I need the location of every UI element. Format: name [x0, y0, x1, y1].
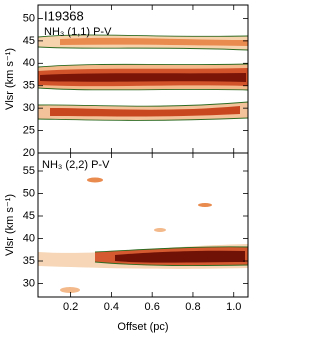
emission-bottom: [38, 177, 248, 293]
y-tick-label: 30: [23, 102, 35, 114]
source-label: I19368: [44, 8, 84, 23]
x-tick-label: 0.2: [63, 301, 78, 313]
y-tick-label: 40: [23, 232, 35, 244]
y-axis-label: Vlsr (km s⁻¹): [4, 48, 16, 110]
y-axis-label: Vlsr (km s⁻¹): [4, 194, 16, 256]
panel-title: NH₃ (2,2) P-V: [42, 159, 110, 171]
y-tick-label: 50: [23, 187, 35, 199]
y-tick-label: 25: [23, 124, 35, 136]
x-tick-label: 1.0: [226, 301, 241, 313]
y-tick-label: 35: [23, 80, 35, 92]
y-tick-label: 40: [23, 57, 35, 69]
x-tick-label: 0.4: [104, 301, 119, 313]
x-tick-label: 0.8: [185, 301, 200, 313]
panel-frame: [37, 152, 249, 298]
y-tick-label: 45: [23, 210, 35, 222]
panel-title: NH₃ (1,1) P-V: [44, 26, 112, 38]
y-tick-label: 50: [23, 12, 35, 24]
y-tick-label: 30: [23, 277, 35, 289]
y-tick-label: 45: [23, 35, 35, 47]
x-axis-label: Offset (pc): [117, 321, 168, 333]
y-tick-label: 20: [23, 147, 35, 159]
x-tick-label: 0.6: [145, 301, 160, 313]
figure: I19368 NH₃ (1,1) P-V NH₃ (2,2) P-V Vlsr …: [4, 4, 249, 333]
y-tick-label: 35: [23, 255, 35, 267]
emission-top: [38, 34, 248, 121]
y-tick-label: 55: [23, 165, 35, 177]
